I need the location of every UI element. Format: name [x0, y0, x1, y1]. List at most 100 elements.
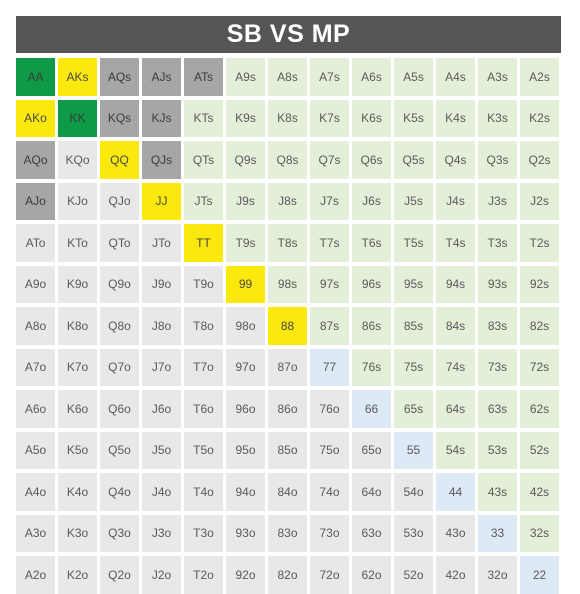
hand-cell: 75s — [394, 348, 433, 386]
hand-cell: 99 — [226, 265, 265, 303]
hand-cell: J5s — [394, 182, 433, 220]
hand-cell: 76o — [310, 390, 349, 428]
hand-cell: K7s — [310, 99, 349, 137]
hand-cell: 84s — [436, 307, 475, 345]
hand-cell: KJs — [142, 99, 181, 137]
hand-cell: Q2o — [100, 556, 139, 594]
hand-cell: K8o — [58, 307, 97, 345]
hand-cell: Q6o — [100, 390, 139, 428]
hand-cell: 64o — [352, 473, 391, 511]
hand-cell: Q5o — [100, 431, 139, 469]
hand-cell: T3o — [184, 514, 223, 552]
hand-cell: 65s — [394, 390, 433, 428]
hand-cell: QTo — [100, 224, 139, 262]
hand-cell: J9s — [226, 182, 265, 220]
hand-cell: K4o — [58, 473, 97, 511]
hand-cell: 93s — [478, 265, 517, 303]
hand-cell: J7s — [310, 182, 349, 220]
hand-cell: QJo — [100, 182, 139, 220]
hand-cell: 92o — [226, 556, 265, 594]
hand-cell: 95s — [394, 265, 433, 303]
chart-title: SB VS MP — [16, 16, 561, 53]
hand-cell: T8o — [184, 307, 223, 345]
hand-cell: A7s — [310, 58, 349, 96]
hand-cell: 53s — [478, 431, 517, 469]
hand-cell: A9o — [16, 265, 55, 303]
hand-cell: 88 — [268, 307, 307, 345]
hand-cell: KQs — [100, 99, 139, 137]
hand-cell: J7o — [142, 348, 181, 386]
hand-cell: 86s — [352, 307, 391, 345]
hand-cell: JJ — [142, 182, 181, 220]
hand-cell: 62o — [352, 556, 391, 594]
hand-cell: T8s — [268, 224, 307, 262]
hand-cell: Q3o — [100, 514, 139, 552]
hand-cell: 95o — [226, 431, 265, 469]
hand-cell: 87o — [268, 348, 307, 386]
hand-cell: 32s — [520, 514, 559, 552]
hand-cell: T7o — [184, 348, 223, 386]
hand-cell: AKo — [16, 99, 55, 137]
hand-cell: 52o — [394, 556, 433, 594]
hand-cell: ATo — [16, 224, 55, 262]
hand-cell: 32o — [478, 556, 517, 594]
hand-cell: T7s — [310, 224, 349, 262]
hand-cell: 83s — [478, 307, 517, 345]
hand-cell: AJo — [16, 182, 55, 220]
hand-cell: K8s — [268, 99, 307, 137]
hand-cell: 74o — [310, 473, 349, 511]
hand-cell: A4s — [436, 58, 475, 96]
hand-cell: 84o — [268, 473, 307, 511]
hand-cell: JTs — [184, 182, 223, 220]
hand-cell: J3o — [142, 514, 181, 552]
hand-cell: 55 — [394, 431, 433, 469]
hand-cell: 63s — [478, 390, 517, 428]
hand-cell: K6o — [58, 390, 97, 428]
hand-cell: T5o — [184, 431, 223, 469]
hand-cell: A6o — [16, 390, 55, 428]
hand-cell: 42s — [520, 473, 559, 511]
hand-cell: 77 — [310, 348, 349, 386]
hand-cell: 43o — [436, 514, 475, 552]
hand-cell: Q8o — [100, 307, 139, 345]
hand-cell: Q7o — [100, 348, 139, 386]
hand-cell: 85o — [268, 431, 307, 469]
hand-cell: K5o — [58, 431, 97, 469]
hand-cell: 63o — [352, 514, 391, 552]
hand-cell: QTs — [184, 141, 223, 179]
hand-cell: J2s — [520, 182, 559, 220]
hand-cell: 94s — [436, 265, 475, 303]
hand-cell: J3s — [478, 182, 517, 220]
hand-cell: Q8s — [268, 141, 307, 179]
hand-cell: A8s — [268, 58, 307, 96]
hand-cell: A6s — [352, 58, 391, 96]
hand-cell: 42o — [436, 556, 475, 594]
hand-cell: 52s — [520, 431, 559, 469]
hand-cell: K9o — [58, 265, 97, 303]
hand-cell: 83o — [268, 514, 307, 552]
hand-cell: Q9s — [226, 141, 265, 179]
hand-cell: A8o — [16, 307, 55, 345]
hand-cell: 66 — [352, 390, 391, 428]
hand-cell: 54s — [436, 431, 475, 469]
hand-cell: J8o — [142, 307, 181, 345]
hand-cell: Q2s — [520, 141, 559, 179]
hand-cell: 82o — [268, 556, 307, 594]
hand-cell: T3s — [478, 224, 517, 262]
hand-cell: AQo — [16, 141, 55, 179]
hand-cell: K6s — [352, 99, 391, 137]
hand-cell: K2s — [520, 99, 559, 137]
hand-cell: T2s — [520, 224, 559, 262]
hand-cell: A9s — [226, 58, 265, 96]
hand-cell: 92s — [520, 265, 559, 303]
hand-cell: QQ — [100, 141, 139, 179]
hand-cell: 62s — [520, 390, 559, 428]
hand-cell: 96o — [226, 390, 265, 428]
hand-cell: A2s — [520, 58, 559, 96]
hand-cell: K3o — [58, 514, 97, 552]
hand-cell: 75o — [310, 431, 349, 469]
hand-grid: AA AKs AQs AJs ATs A9s A8s A7s A6s A5s A4s A3s A2s AK… — [16, 58, 561, 594]
hand-cell: J4s — [436, 182, 475, 220]
hand-cell: T4o — [184, 473, 223, 511]
hand-cell: AA — [16, 58, 55, 96]
